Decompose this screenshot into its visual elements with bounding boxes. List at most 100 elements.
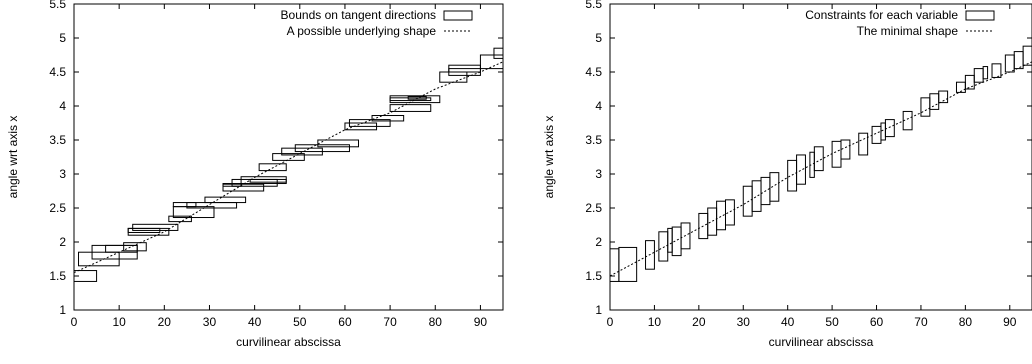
bound-box [231,178,278,187]
bound-box [871,125,882,144]
chart-panel-2: 1 1.5 2 2.5 3 3.5 4 4.5 5 5.5 0 10 20 30 40 50 60 70 80 90 c… [542,0,1032,349]
bound-box [964,74,975,90]
x-tick-label: 50 [293,315,307,329]
bound-box [439,71,468,83]
y-tick-label: 1 [595,303,602,317]
y-tick-label: 5 [59,31,66,45]
y-tick-label: 3.5 [49,133,66,147]
y-tick-label: 4 [59,99,66,113]
plot-frame [73,3,504,311]
bound-box [796,154,806,185]
y-tick-label: 5.5 [585,0,602,11]
x-tick-label: 80 [959,315,973,329]
bound-box [317,139,359,148]
x-tick-label: 10 [648,315,662,329]
x-axis-label: curvilinear abscissa [769,335,874,349]
x-tick-label: 60 [870,315,884,329]
y-tick-label: 1 [59,303,66,317]
bound-box [884,119,895,138]
bound-box [389,97,432,102]
bound-box [371,115,405,122]
x-tick-label: 70 [383,315,397,329]
bound-box [618,246,638,282]
x-tick-label: 40 [781,315,795,329]
bound-box [724,199,735,226]
bound-box [645,240,655,270]
bound-box [172,202,197,208]
y-tick-label: 3 [59,167,66,181]
x-tick-label: 50 [825,315,839,329]
x-tick-label: 90 [474,315,488,329]
y-tick-label: 5 [595,31,602,45]
y-tick-label: 2 [595,235,602,249]
bound-box [751,180,762,212]
data-layer [610,45,1032,282]
x-tick-label: 60 [338,315,352,329]
bound-box [858,132,869,156]
legend-label: The minimal shape [857,24,959,38]
y-tick-label: 3.5 [585,133,602,147]
legend-label: Constraints for each variable [805,8,958,22]
bound-box [813,146,824,172]
shape-curve [74,61,503,274]
legend-label: Bounds on tangent directions [281,8,436,22]
plot-frame [609,3,1032,311]
bound-box [168,215,192,223]
bound-box [348,119,391,127]
bound-box [74,270,98,282]
data-layer [74,47,503,282]
bound-box [769,172,780,202]
bound-box [493,47,503,59]
x-tick-label: 70 [914,315,928,329]
y-tick-label: 3 [595,167,602,181]
bound-box [258,163,287,172]
x-tick-label: 40 [248,315,262,329]
y-tick-label: 2.5 [49,201,66,215]
y-tick-label: 5.5 [49,0,66,11]
bound-box [127,227,170,236]
y-tick-label: 1.5 [585,269,602,283]
bound-box [787,159,798,192]
bound-box [880,122,886,141]
x-tick-label: 30 [737,315,751,329]
y-tick-label: 1.5 [49,269,66,283]
bound-box [407,95,427,100]
bound-box [222,183,265,192]
x-tick-label: 20 [692,315,706,329]
bound-box [132,223,179,231]
x-tick-label: 10 [112,315,126,329]
bound-box [973,68,984,83]
x-tick-label: 0 [71,315,78,329]
legend-box-swatch [965,10,995,21]
x-tick-label: 80 [429,315,443,329]
bound-box [294,144,350,153]
bound-box [1004,54,1015,73]
y-tick-label: 4.5 [49,65,66,79]
x-tick-label: 20 [158,315,172,329]
bound-box [929,93,940,110]
bound-box [716,200,726,231]
bound-box [671,226,682,257]
bound-box [1013,51,1024,70]
bound-box [249,178,287,183]
bound-box [272,153,305,161]
y-tick-label: 2.5 [585,201,602,215]
shape-curve [610,61,1032,277]
bound-box [667,227,673,253]
bound-box [204,196,247,204]
bound-box [479,54,503,70]
bound-box [658,231,669,262]
x-tick-label: 30 [203,315,217,329]
bound-box [938,90,949,104]
y-tick-label: 4 [595,99,602,113]
y-axis-label: angle wrt axis x [542,116,556,199]
bound-box [707,207,718,236]
y-axis-label: angle wrt axis x [6,116,20,199]
legend-box-swatch [443,10,473,21]
bound-box [680,222,691,250]
bound-box [831,140,842,168]
bound-box [742,185,753,217]
bound-box [186,202,238,209]
x-tick-label: 90 [1003,315,1017,329]
